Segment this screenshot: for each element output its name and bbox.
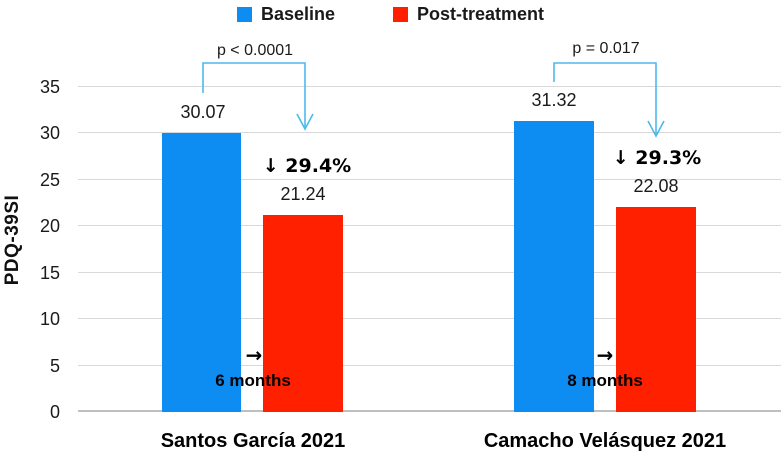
y-tick-label: 35: [39, 77, 60, 97]
p-value-camacho-velasquez: p = 0.017: [572, 40, 640, 57]
y-tick-label: 0: [49, 402, 60, 422]
y-tick-label: 25: [39, 169, 60, 190]
plot-area: [78, 86, 781, 412]
y-tick-label: 5: [49, 355, 60, 376]
post-treatment-swatch-icon: [393, 7, 408, 22]
gridline: [78, 225, 781, 227]
legend-label-baseline: Baseline: [260, 4, 335, 24]
bar-post-treatment-camacho-velasquez: [616, 207, 696, 412]
baseline-swatch-icon: [236, 7, 252, 22]
bar-post-treatment-santos-garcia: [263, 214, 343, 412]
gridline: [78, 132, 781, 134]
legend-item-post-treatment: Post-treatment: [393, 4, 544, 25]
gridline: [78, 178, 781, 180]
p-value-santos-garcia: p < 0.0001: [216, 42, 294, 59]
category-label-santos-garcia: Santos García 2021: [160, 430, 346, 452]
y-tick-label: 15: [39, 262, 60, 283]
category-label-camacho-velasquez: Camacho Velásquez 2021: [483, 430, 727, 452]
legend-item-baseline: Baseline: [236, 4, 335, 25]
y-tick-label: 20: [39, 216, 60, 237]
gridline: [78, 410, 781, 412]
bar-baseline-santos-garcia: [162, 132, 241, 412]
bar-baseline-camacho-velasquez: [514, 121, 594, 412]
y-tick-label: 30: [39, 123, 60, 144]
legend-label-post-treatment: Post-treatment: [417, 4, 545, 24]
gridline: [78, 318, 781, 320]
y-tick-label: 10: [39, 309, 60, 330]
gridline: [78, 364, 781, 366]
gridline: [78, 271, 781, 273]
chart-legend: Baseline Post-treatment: [0, 4, 781, 25]
y-axis-ticks: 0 5 10 15 20 25 30 35: [0, 77, 60, 422]
gridline: [78, 86, 781, 87]
